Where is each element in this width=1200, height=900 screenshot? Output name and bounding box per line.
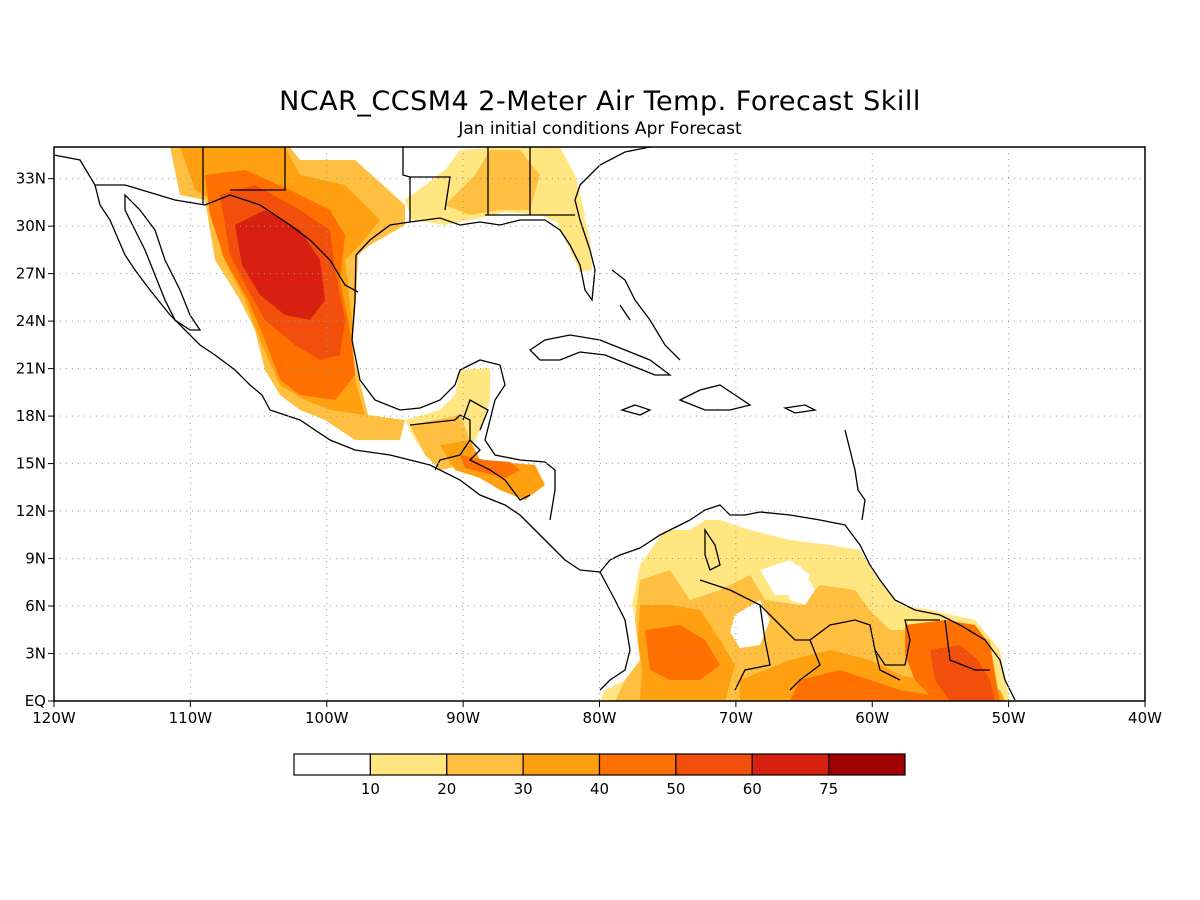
region-gulf-states-inner [445,150,540,215]
colorbar-label: 75 [819,780,838,798]
lat-label: 3N [25,645,46,663]
region-northern-mexico-peak [235,210,325,320]
coastline-hispaniola [678,384,752,411]
lat-label: 33N [16,170,46,188]
coastline-cuba [528,334,672,376]
lon-label: 110W [169,709,213,727]
map-subtitle: Jan initial conditions Apr Forecast [458,119,742,139]
colorbar-swatch [598,753,677,776]
colorbar-swatch [675,753,753,776]
coastline-south-america [689,504,1016,701]
colorbar-label: 40 [590,780,609,798]
border-us-mexico [95,184,359,293]
colorbar-swatch [293,753,371,776]
lat-label: EQ [25,692,46,710]
grid-lines [54,147,1145,701]
colorbar-label: 50 [666,780,685,798]
lon-label: 120W [32,709,76,727]
lat-label: 30N [16,217,46,235]
border-us-states [202,147,575,222]
lon-label: 100W [305,709,349,727]
region-honduras-core [460,455,520,478]
coastline-maracaibo [704,527,721,571]
colorbar-label: 30 [514,780,533,798]
lon-label: 40W [1128,709,1162,727]
region-colombia-core [645,625,720,680]
lon-label: 50W [992,709,1026,727]
region-white-venezuela [730,600,770,648]
lat-label: 24N [16,312,46,330]
coastline-north-america [54,154,691,573]
coastline-us-gulf [355,147,651,302]
colorbar-label: 20 [437,780,456,798]
coastline-pacific-sa [599,571,631,691]
region-florida [558,195,592,272]
lat-label: 15N [16,455,46,473]
lat-label: 12N [16,502,46,520]
coastline-bahamas [611,269,681,361]
colorbar-swatch [446,753,524,776]
lon-label: 70W [719,709,753,727]
border-south-america [699,579,990,691]
map-title: NCAR_CCSM4 2-Meter Air Temp. Forecast Sk… [279,86,921,117]
colorbar-label: 60 [743,780,762,798]
lon-label: 90W [446,709,480,727]
colorbar-swatch [828,753,906,776]
lon-label: 80W [583,709,617,727]
region-white-central [760,560,810,595]
coastline-puerto-rico [782,404,818,414]
coastline-gulf-mexico [351,254,556,521]
lon-label: 60W [855,709,889,727]
colorbar-swatch [522,753,601,776]
lat-label: 27N [16,265,46,283]
lat-label: 18N [16,407,46,425]
colorbar: 10 20 30 40 50 60 75 [293,753,906,798]
lat-label: 21N [16,360,46,378]
coastline-baja [124,193,202,331]
region-guianas-core [930,645,995,701]
coastline-lesser-antilles [844,429,866,521]
colorbar-swatch [369,753,448,776]
lat-label: 9N [25,550,46,568]
border-central-america [409,399,531,501]
axis-labels: 120W 110W 100W 90W 80W 70W 60W 50W 40W EQ 3N 6N 9N 12… [16,170,1162,727]
coastlines [54,147,1016,701]
colorbar-swatch [751,753,830,776]
colorbar-label: 10 [361,780,380,798]
lat-label: 6N [25,597,46,615]
coastline-jamaica [619,404,652,416]
